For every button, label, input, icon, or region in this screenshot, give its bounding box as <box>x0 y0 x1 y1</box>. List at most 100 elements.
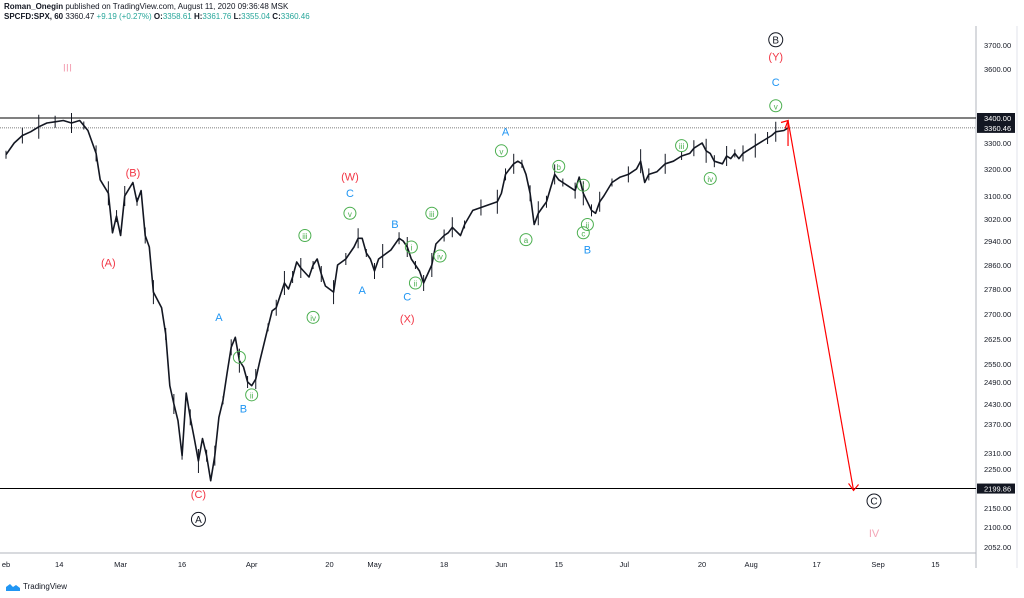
y-tick-label-5[interactable]: 2310.00 <box>984 449 1011 458</box>
wave-circle-28 <box>576 226 590 240</box>
y-tick-label-11[interactable]: 2700.00 <box>984 310 1011 319</box>
wave-label-13[interactable]: v <box>348 210 352 219</box>
wave-label-10[interactable]: iv <box>310 314 316 323</box>
y-tick-label-12[interactable]: 2780.00 <box>984 285 1011 294</box>
close-label: C: <box>272 12 281 21</box>
y-tick-bg-3 <box>977 483 1015 494</box>
y-tick-label-1[interactable]: 2100.00 <box>984 523 1011 532</box>
wave-label-25[interactable]: b <box>557 163 562 172</box>
projection-arrow[interactable] <box>780 119 860 492</box>
wave-label-4[interactable]: A <box>195 515 202 526</box>
y-tick-label-14[interactable]: 2940.00 <box>984 237 1011 246</box>
x-tick-label-0[interactable]: eb <box>2 560 10 569</box>
y-tick-label-4[interactable]: 2250.00 <box>984 465 1011 474</box>
wave-label-11[interactable]: (W) <box>341 172 359 184</box>
wave-label-15[interactable]: B <box>391 219 398 231</box>
y-axis[interactable]: 2052.00 2100.00 2150.00 2199.86 2250.00 2310.… <box>977 41 1015 552</box>
price-levels[interactable] <box>0 117 976 490</box>
wave-circle-26 <box>576 178 590 192</box>
x-tick-label-15[interactable]: 15 <box>931 560 939 569</box>
wave-label-12[interactable]: C <box>346 188 354 200</box>
y-tick-label-22[interactable]: 3700.00 <box>984 41 1011 50</box>
wave-label-21[interactable]: iv <box>437 253 443 262</box>
wave-label-16[interactable]: i <box>410 244 412 253</box>
wave-label-1[interactable]: (B) <box>126 168 141 180</box>
y-tick-label-13[interactable]: 2860.00 <box>984 261 1011 270</box>
price-line <box>5 119 789 482</box>
y-tick-label-15[interactable]: 3020.00 <box>984 215 1011 224</box>
wave-label-7[interactable]: B <box>240 404 247 416</box>
y-tick-label-16[interactable]: 3100.00 <box>984 192 1011 201</box>
x-tick-label-5[interactable]: 20 <box>325 560 333 569</box>
wave-label-35[interactable]: v <box>774 102 778 111</box>
wave-label-29[interactable]: B <box>584 245 591 257</box>
x-tick-label-1[interactable]: 14 <box>55 560 63 569</box>
wave-label-14[interactable]: A <box>359 285 367 297</box>
x-tick-label-11[interactable]: 20 <box>698 560 706 569</box>
y-tick-label-6[interactable]: 2370.00 <box>984 420 1011 429</box>
x-tick-label-14[interactable]: Sep <box>871 560 884 569</box>
x-tick-label-3[interactable]: 16 <box>178 560 186 569</box>
wave-label-20[interactable]: iii <box>429 210 435 219</box>
y-tick-label-2[interactable]: 2150.00 <box>984 504 1011 513</box>
y-tick-label-10[interactable]: 2625.00 <box>984 335 1011 344</box>
y-tick-label-20[interactable]: 3400.00 <box>984 114 1011 123</box>
y-tick-label-17[interactable]: 3200.00 <box>984 165 1011 174</box>
x-tick-label-8[interactable]: Jun <box>495 560 507 569</box>
wave-label-26[interactable]: i <box>582 182 584 191</box>
wave-label-23[interactable]: v <box>499 147 503 156</box>
y-tick-label-21[interactable]: 3600.00 <box>984 65 1011 74</box>
x-tick-label-6[interactable]: May <box>367 560 381 569</box>
chart-header: Roman_Onegin published on TradingView.co… <box>4 2 310 22</box>
wave-label-0[interactable]: III <box>63 62 72 74</box>
x-tick-label-13[interactable]: 17 <box>813 560 821 569</box>
y-tick-label-0[interactable]: 2052.00 <box>984 543 1011 552</box>
wave-label-33[interactable]: (Y) <box>768 52 783 64</box>
y-tick-label-3[interactable]: 2199.86 <box>984 485 1011 494</box>
wave-label-17[interactable]: ii <box>414 280 418 289</box>
wave-label-32[interactable]: B <box>772 35 779 46</box>
wave-label-27[interactable]: ii <box>586 221 590 230</box>
wave-label-30[interactable]: iii <box>679 142 685 151</box>
symbol-label[interactable]: SPCFD:SPX, 60 <box>4 12 64 21</box>
footer-brand[interactable]: TradingView <box>6 582 67 591</box>
y-tick-label-8[interactable]: 2490.00 <box>984 378 1011 387</box>
x-axis[interactable]: eb 14 Mar 16 Apr 20 May 18 Jun 15 Jul 20 Aug 17 Sep 15 <box>2 560 940 569</box>
y-tick-label-7[interactable]: 2430.00 <box>984 400 1011 409</box>
wave-label-24[interactable]: a <box>524 236 529 245</box>
wave-label-6[interactable]: i <box>238 354 240 363</box>
wave-label-37[interactable]: IV <box>869 528 880 540</box>
published-text: published on TradingView.com, August 11,… <box>65 2 289 11</box>
wave-label-8[interactable]: ii <box>250 391 254 400</box>
y-tick-label-9[interactable]: 2550.00 <box>984 360 1011 369</box>
wave-label-22[interactable]: A <box>502 126 510 138</box>
y-tick-label-19[interactable]: 3360.46 <box>984 124 1011 133</box>
wave-circle-25 <box>552 159 566 173</box>
author-name[interactable]: Roman_Onegin <box>4 2 64 11</box>
projection-down-segment[interactable] <box>787 120 855 491</box>
wave-circle-24 <box>519 233 533 247</box>
x-tick-label-9[interactable]: 15 <box>555 560 563 569</box>
y-tick-bg-19 <box>977 122 1015 133</box>
wave-circle-17 <box>408 276 422 290</box>
x-tick-label-7[interactable]: 18 <box>440 560 448 569</box>
x-tick-label-4[interactable]: Apr <box>246 560 258 569</box>
wave-labels[interactable]: III(B)(A)(C)AAiBiiiiiiv(W)CvABiiiC(X)iii… <box>63 32 882 540</box>
wave-label-36[interactable]: C <box>870 496 877 507</box>
wave-label-18[interactable]: C <box>403 291 411 303</box>
wave-label-19[interactable]: (X) <box>400 314 415 326</box>
wave-label-2[interactable]: (A) <box>101 257 116 269</box>
x-tick-label-12[interactable]: Aug <box>745 560 758 569</box>
wave-label-31[interactable]: iv <box>707 175 713 184</box>
y-tick-label-18[interactable]: 3300.00 <box>984 139 1011 148</box>
x-tick-label-10[interactable]: Jul <box>619 560 629 569</box>
wave-label-9[interactable]: iii <box>302 232 308 241</box>
wave-label-28[interactable]: c <box>581 229 585 238</box>
wave-label-3[interactable]: (C) <box>191 489 206 501</box>
wave-label-5[interactable]: A <box>215 312 223 324</box>
wave-circle-16 <box>404 240 418 254</box>
wave-label-34[interactable]: C <box>772 77 780 89</box>
x-tick-label-2[interactable]: Mar <box>114 560 127 569</box>
